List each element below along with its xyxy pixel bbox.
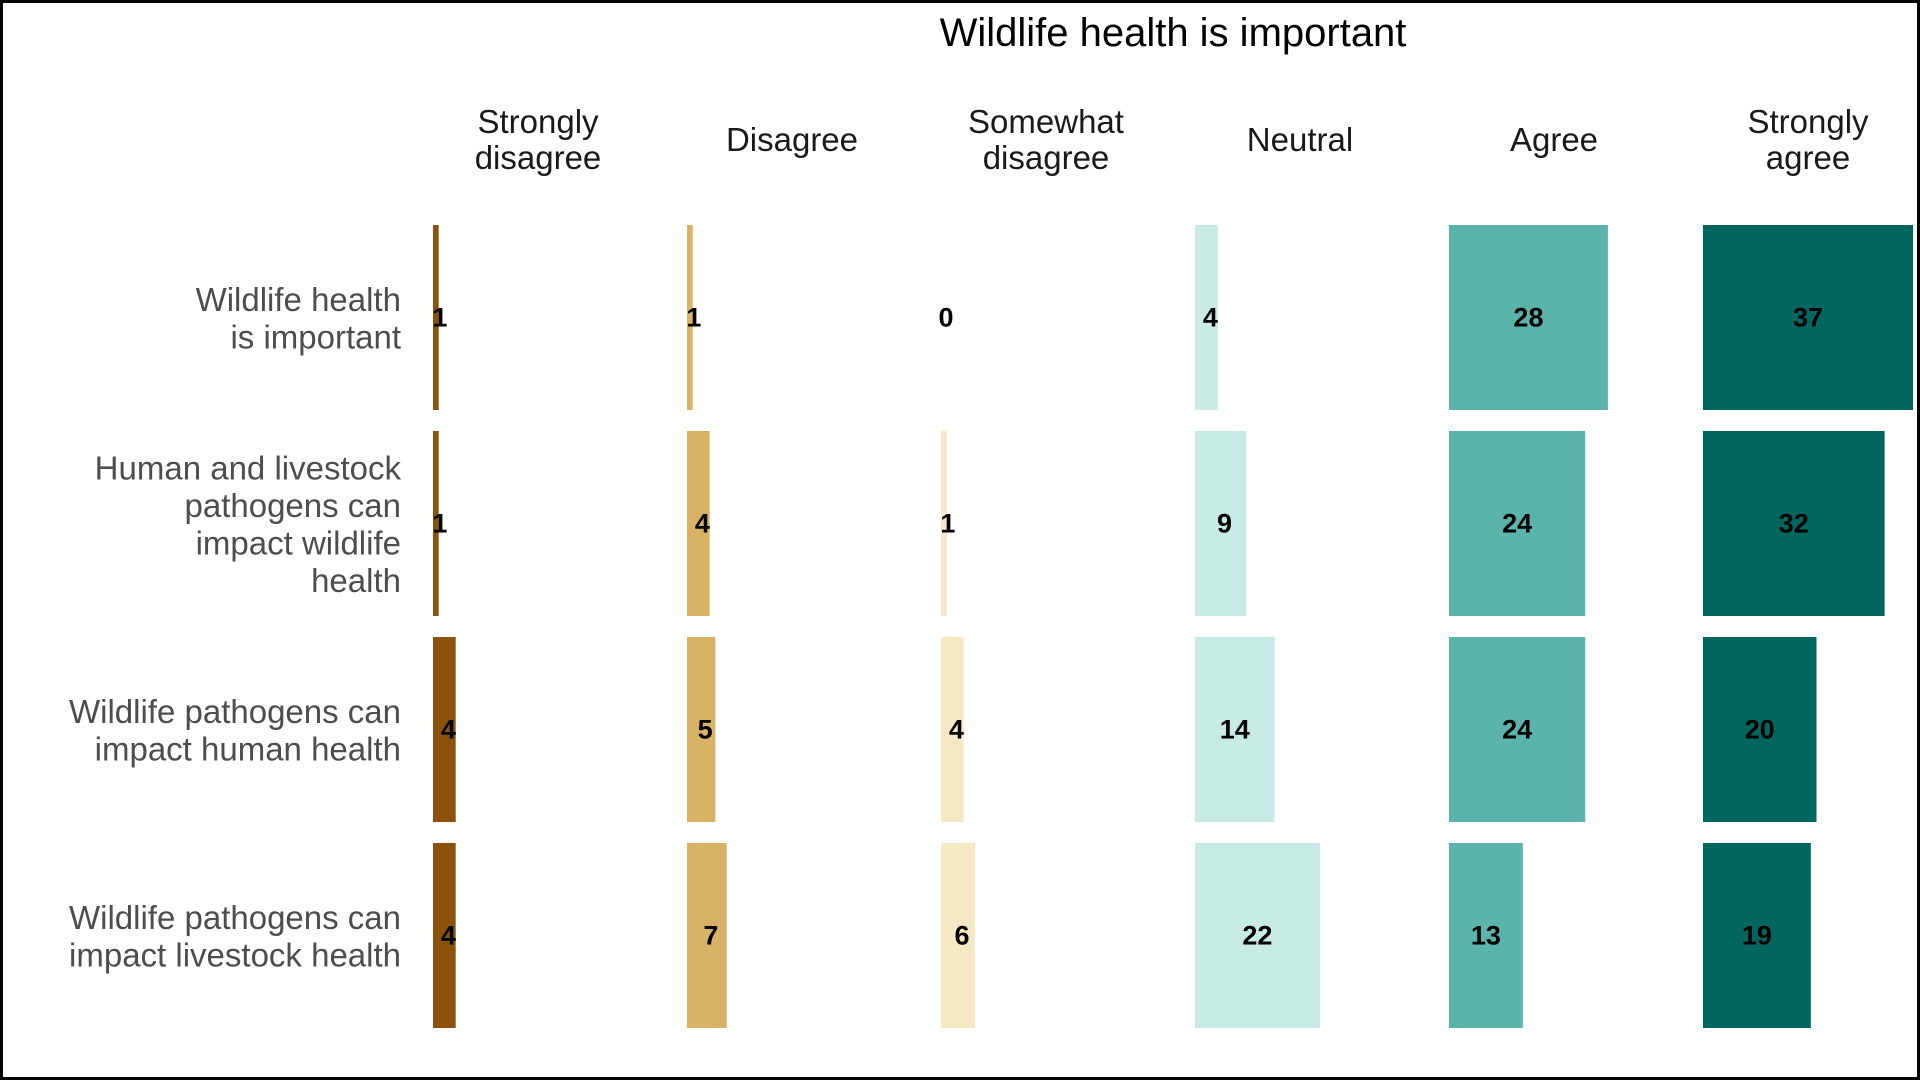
value-label-row4-strongly_disagree: 4 xyxy=(441,921,456,951)
value-label-row2-agree: 24 xyxy=(1502,509,1532,539)
row-label-3: Wildlife pathogens can impact human healt… xyxy=(69,693,401,768)
bar-row2-disagree xyxy=(687,431,710,616)
value-label-row3-neutral: 14 xyxy=(1220,715,1250,745)
column-header-line: Somewhat xyxy=(968,103,1124,140)
row-label-line: is important xyxy=(230,318,401,355)
value-label-row3-agree: 24 xyxy=(1502,715,1532,745)
bar-row4-strongly_disagree xyxy=(433,843,456,1028)
value-label-row3-disagree: 5 xyxy=(698,715,713,745)
row-label-line: Wildlife health xyxy=(196,281,401,318)
bar-row2-strongly_disagree xyxy=(433,431,439,616)
column-header-line: Strongly xyxy=(477,103,599,140)
column-header-line: disagree xyxy=(475,139,602,176)
row-label-line: Wildlife pathogens can xyxy=(69,693,401,730)
bar-row2-agree xyxy=(1449,431,1586,616)
row-label-line: health xyxy=(311,562,401,599)
row-label-line: impact human health xyxy=(95,730,401,767)
column-header-line: Strongly xyxy=(1747,103,1869,140)
row-label-4: Wildlife pathogens can impact livestock h… xyxy=(69,899,401,974)
row-label-line: impact wildlife xyxy=(196,524,401,561)
chart-svg: Wildlife health is important Strongly dis… xyxy=(69,11,1913,1028)
bar-row1-neutral xyxy=(1195,225,1218,410)
value-label-row4-neutral: 22 xyxy=(1242,921,1272,951)
value-label-row4-disagree: 7 xyxy=(703,921,718,951)
bar-row1-agree xyxy=(1449,225,1608,410)
column-header-strongly_agree: Strongly agree xyxy=(1747,103,1869,176)
value-label-row4-somewhat_disagree: 6 xyxy=(955,921,970,951)
bars: 1 1 0 4 28 371 4 1 9 24 324 5 4 14 24 204 7 6 22 13 19 xyxy=(432,225,1913,1028)
bar-row3-disagree xyxy=(687,637,716,822)
value-label-row1-disagree: 1 xyxy=(686,303,701,333)
value-label-row2-neutral: 9 xyxy=(1217,509,1232,539)
bar-row4-disagree xyxy=(687,843,727,1028)
row-label-line: impact livestock health xyxy=(69,936,401,973)
row-label-1: Wildlife health is important xyxy=(196,281,401,356)
row-label-line: Human and livestock xyxy=(95,449,402,486)
value-label-row1-strongly_agree: 37 xyxy=(1793,303,1823,333)
bar-row1-disagree xyxy=(687,225,693,410)
column-headers: Strongly disagree Disagree Somewhat disagree… xyxy=(475,103,1869,176)
row-labels: Wildlife health is important Human and liv… xyxy=(69,281,402,974)
column-header-strongly_disagree: Strongly disagree xyxy=(475,103,602,176)
column-header-neutral: Neutral xyxy=(1247,121,1353,158)
value-label-row2-strongly_agree: 32 xyxy=(1779,509,1809,539)
value-label-row1-somewhat_disagree: 0 xyxy=(938,303,953,333)
value-label-row4-agree: 13 xyxy=(1471,921,1501,951)
column-header-disagree: Disagree xyxy=(726,121,858,158)
value-label-row3-strongly_disagree: 4 xyxy=(441,715,456,745)
value-label-row3-somewhat_disagree: 4 xyxy=(949,715,964,745)
bar-row3-strongly_agree xyxy=(1703,637,1817,822)
bar-row2-somewhat_disagree xyxy=(941,431,947,616)
bar-row4-somewhat_disagree xyxy=(941,843,976,1028)
value-label-row2-disagree: 4 xyxy=(695,509,710,539)
value-label-row2-strongly_disagree: 1 xyxy=(432,509,447,539)
bar-row3-neutral xyxy=(1195,637,1275,822)
bar-row1-strongly_agree xyxy=(1703,225,1913,410)
value-label-row1-agree: 28 xyxy=(1513,303,1543,333)
bar-row2-neutral xyxy=(1195,431,1247,616)
column-header-line: Agree xyxy=(1510,121,1598,158)
chart-title: Wildlife health is important xyxy=(940,11,1407,55)
bar-row1-strongly_disagree xyxy=(433,225,439,410)
bar-row3-agree xyxy=(1449,637,1586,822)
value-label-row1-neutral: 4 xyxy=(1203,303,1218,333)
value-label-row2-somewhat_disagree: 1 xyxy=(940,509,955,539)
bar-row2-strongly_agree xyxy=(1703,431,1885,616)
bar-row3-strongly_disagree xyxy=(433,637,456,822)
value-label-row4-strongly_agree: 19 xyxy=(1742,921,1772,951)
row-label-2: Human and livestock pathogens can impact w… xyxy=(95,449,402,599)
column-header-line: agree xyxy=(1766,139,1850,176)
value-label-row3-strongly_agree: 20 xyxy=(1745,715,1775,745)
bar-row4-neutral xyxy=(1195,843,1320,1028)
column-header-line: Disagree xyxy=(726,121,858,158)
bar-row3-somewhat_disagree xyxy=(941,637,964,822)
column-header-line: disagree xyxy=(983,139,1110,176)
row-label-line: pathogens can xyxy=(184,487,401,524)
value-label-row1-strongly_disagree: 1 xyxy=(432,303,447,333)
row-label-line: Wildlife pathogens can xyxy=(69,899,401,936)
bar-row4-agree xyxy=(1449,843,1523,1028)
column-header-somewhat_disagree: Somewhat disagree xyxy=(968,103,1124,176)
column-header-agree: Agree xyxy=(1510,121,1598,158)
bar-row4-strongly_agree xyxy=(1703,843,1811,1028)
column-header-line: Neutral xyxy=(1247,121,1353,158)
